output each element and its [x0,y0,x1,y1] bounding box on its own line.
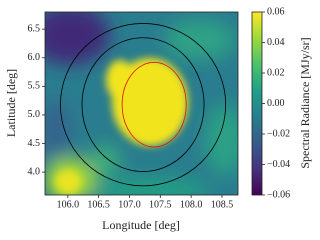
x-axis-label: Longitude [deg] [102,218,180,232]
colorbar-tick-label: 0.00 [267,98,285,109]
colorbar-tick-label: −0.02 [267,128,290,139]
x-tick-label: 108.0 [180,199,203,210]
x-tick-label: 107.5 [149,199,172,210]
colorbar-tick-label: 0.04 [267,37,285,48]
colorbar-tick-label: −0.06 [267,189,290,200]
y-tick-label: 6.0 [28,52,41,63]
colorbar-tick-label: 0.06 [267,6,285,17]
colorbar [251,11,263,196]
x-tick-label: 108.5 [211,199,234,210]
y-tick-label: 4.0 [28,166,41,177]
plot-frame [44,11,239,196]
colorbar-label: Spectral Radiance [MJy/sr] [298,37,312,168]
x-tick-label: 107.0 [118,199,141,210]
y-axis-label: Latitude [deg] [4,69,18,137]
colorbar-tick-label: −0.04 [267,159,290,170]
y-tick-label: 5.5 [28,81,41,92]
y-tick-label: 6.5 [28,23,41,34]
colorbar-tick-label: 0.02 [267,67,285,78]
x-tick-label: 106.0 [57,199,80,210]
circle-region [81,37,205,172]
circle-region [60,23,227,187]
circle-region [121,61,187,148]
y-tick-label: 5.0 [28,109,41,120]
heatmap-image [45,12,238,195]
y-tick-label: 4.5 [28,138,41,149]
x-tick-label: 106.5 [87,199,110,210]
